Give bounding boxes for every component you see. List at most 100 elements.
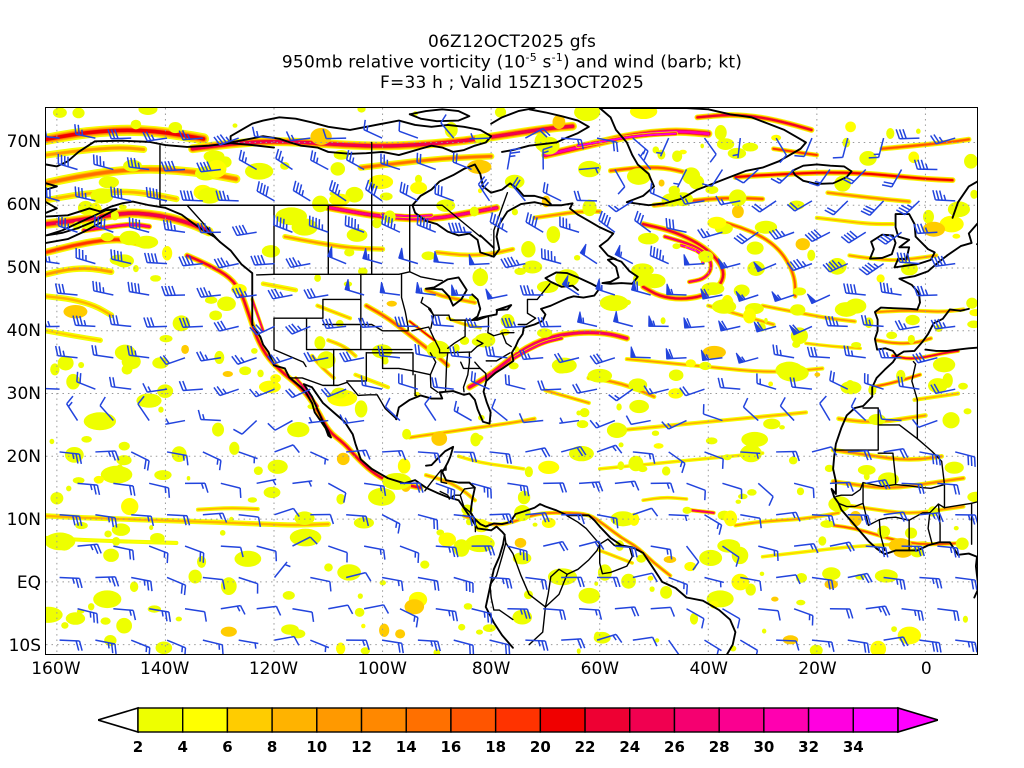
vorticity-blob — [220, 626, 237, 637]
colorbar-cell[interactable] — [673, 707, 720, 733]
barb-full — [918, 352, 926, 362]
coastline — [490, 108, 536, 125]
map-plot-area[interactable] — [45, 107, 978, 655]
vorticity-blob — [649, 586, 655, 592]
barb-half — [914, 546, 918, 553]
barb-full — [795, 640, 800, 651]
colorbar-cell[interactable] — [718, 707, 765, 733]
barb-half — [150, 134, 155, 141]
barb-half — [501, 223, 504, 230]
barb-full — [250, 255, 256, 266]
barb-full — [884, 479, 891, 489]
vorticity-blob — [761, 628, 767, 634]
colorbar-cell[interactable] — [629, 707, 676, 733]
colorbar-cell[interactable] — [763, 707, 810, 733]
political-border — [447, 314, 466, 350]
wind-barb — [59, 639, 83, 651]
barb-full — [150, 581, 153, 592]
barb-pennant — [362, 248, 369, 261]
wind-barb — [143, 252, 168, 265]
colorbar-cell[interactable] — [450, 707, 497, 733]
political-border — [159, 144, 275, 206]
barb-half — [254, 642, 257, 649]
colorbar-cell[interactable] — [316, 707, 363, 733]
vorticity-blob — [154, 470, 172, 481]
wind-barb — [381, 576, 404, 592]
barb-half — [612, 634, 617, 641]
barb-full — [807, 232, 816, 241]
political-border — [273, 317, 307, 368]
vorticity-blob — [628, 455, 644, 472]
chart-title-block: 06Z12OCT2025 gfs 950mb relative vorticit… — [0, 32, 1024, 93]
colorbar-cell[interactable] — [852, 707, 899, 733]
wind-barb — [804, 229, 831, 243]
wind-barb — [468, 253, 490, 266]
vorticity-blob — [707, 216, 727, 229]
barb-full — [178, 380, 184, 391]
barb-full — [639, 214, 645, 225]
barb-full — [849, 230, 858, 239]
wind-barb — [77, 543, 102, 554]
colorbar[interactable] — [98, 706, 938, 734]
colorbar-cell[interactable] — [182, 707, 229, 733]
barb-full — [934, 256, 940, 267]
barb-full — [110, 129, 116, 139]
wind-barb — [249, 324, 275, 336]
barb-half — [967, 514, 971, 521]
barb-full — [779, 396, 786, 407]
colorbar-cell[interactable] — [539, 707, 586, 733]
vorticity-blob — [621, 573, 636, 589]
colorbar-cell[interactable] — [494, 707, 542, 733]
barb-full — [253, 255, 259, 266]
vorticity-blob — [112, 537, 121, 546]
wind-barb — [614, 480, 640, 491]
barb-full — [651, 507, 659, 517]
wind-barb — [215, 190, 239, 202]
barb-full — [126, 345, 131, 356]
vorticity-blob — [335, 642, 346, 654]
vorticity-blob — [72, 477, 85, 484]
barb-half — [311, 354, 316, 361]
colorbar-tick-24: 24 — [619, 738, 641, 756]
wind-barb — [776, 639, 800, 651]
barb-full — [468, 317, 474, 328]
vorticity-blob — [944, 461, 964, 474]
wind-barb — [59, 451, 83, 465]
wind-barb — [379, 281, 401, 296]
vorticity-blob — [358, 267, 368, 276]
barb-full — [862, 207, 873, 214]
wind-barb — [346, 639, 370, 650]
x-axis-label-40w: 40W — [689, 659, 728, 679]
colorbar-cell[interactable] — [360, 707, 407, 733]
barb-half — [208, 226, 212, 233]
barb-full — [759, 580, 762, 592]
vorticity-blob — [658, 179, 665, 187]
barb-full — [884, 547, 889, 558]
barb-half — [470, 133, 474, 140]
barb-full — [810, 346, 815, 357]
barb-half — [662, 255, 665, 262]
colorbar-cell[interactable] — [271, 707, 318, 733]
barb-full — [553, 353, 561, 363]
wind-barb — [561, 513, 585, 525]
colorbar-cell[interactable] — [584, 707, 631, 733]
barb-full — [188, 255, 194, 265]
barb-full — [920, 159, 925, 170]
barb-full — [437, 453, 441, 464]
colorbar-cell[interactable] — [807, 707, 855, 733]
barb-full — [430, 315, 435, 326]
coastline — [924, 346, 977, 352]
wind-barb — [489, 513, 514, 524]
barb-full — [505, 453, 509, 464]
wind-barb — [363, 604, 390, 614]
political-border — [360, 273, 409, 332]
barb-half — [308, 480, 313, 487]
barb-full — [668, 218, 672, 229]
colorbar-cell[interactable] — [137, 707, 184, 733]
colorbar-cell[interactable] — [405, 707, 452, 733]
vorticity-band — [425, 474, 476, 501]
vorticity-blob — [310, 128, 332, 145]
barb-pennant — [718, 320, 727, 332]
barb-full — [275, 606, 282, 616]
colorbar-cell[interactable] — [226, 707, 273, 733]
